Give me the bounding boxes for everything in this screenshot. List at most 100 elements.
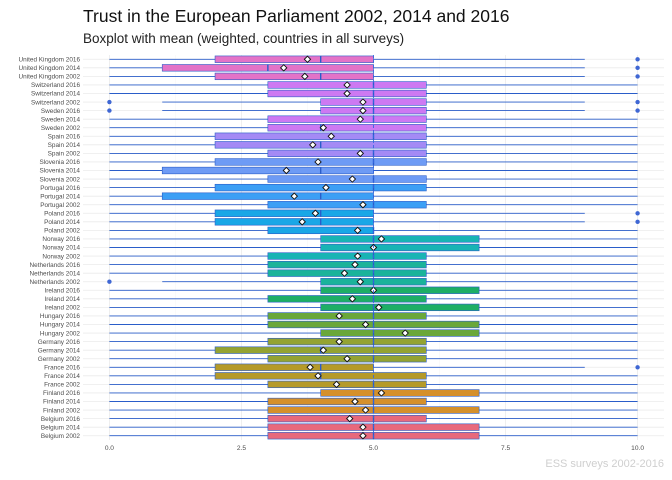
y-tick-label: Netherlands 2016 <box>30 262 81 269</box>
mean-marker <box>319 123 328 132</box>
box <box>214 55 374 63</box>
y-tick-label: Spain 2002 <box>48 151 81 158</box>
box <box>267 397 427 406</box>
box <box>320 329 480 337</box>
outlier-point <box>635 99 640 105</box>
outlier-point <box>635 219 640 225</box>
outlier-point <box>107 279 112 284</box>
mean-marker <box>356 115 365 123</box>
box <box>161 192 374 200</box>
outlier-point <box>635 108 640 113</box>
mean-marker <box>356 149 365 158</box>
y-tick-label: Belgium 2014 <box>41 424 81 431</box>
outlier-point <box>635 57 640 62</box>
box <box>320 303 480 312</box>
mean-marker <box>282 166 291 175</box>
y-tick-label: France 2016 <box>44 364 80 371</box>
box <box>267 124 427 132</box>
y-tick-label: Ireland 2002 <box>44 305 80 312</box>
mean-marker <box>401 329 409 337</box>
y-tick-label: Poland 2002 <box>44 228 80 235</box>
y-tick-label: Poland 2014 <box>44 219 80 226</box>
y-tick-label: Slovenia 2002 <box>39 176 80 183</box>
y-tick-label: Ireland 2016 <box>44 287 80 294</box>
y-tick-label: Belgium 2002 <box>41 433 81 440</box>
x-tick-label: 10.0 <box>631 445 644 452</box>
box <box>267 252 427 260</box>
outlier-point <box>635 211 640 216</box>
mean-marker <box>348 175 357 183</box>
box <box>320 286 480 294</box>
box <box>267 260 427 269</box>
box <box>267 115 427 123</box>
y-tick-label: France 2002 <box>44 382 80 389</box>
mean-marker <box>340 269 349 277</box>
mean-marker <box>359 431 367 440</box>
mean-marker <box>359 200 367 209</box>
box <box>214 132 427 140</box>
mean-marker <box>359 98 367 106</box>
box <box>320 389 480 397</box>
y-tick-label: Sweden 2014 <box>41 116 81 123</box>
outlier-point <box>635 74 640 79</box>
mean-marker <box>335 337 343 346</box>
y-tick-label: United Kingdom 2002 <box>19 74 81 81</box>
mean-marker <box>351 397 359 406</box>
mean-marker <box>356 277 365 286</box>
mean-marker <box>343 81 351 89</box>
y-tick-label: France 2014 <box>44 373 80 380</box>
mean-marker <box>279 64 288 72</box>
box <box>214 183 427 192</box>
outlier-point <box>635 365 640 370</box>
mean-marker <box>377 389 386 397</box>
y-tick-label: Finland 2014 <box>43 399 80 406</box>
mean-marker <box>375 303 383 312</box>
mean-marker <box>298 218 306 226</box>
mean-marker <box>303 55 312 64</box>
box <box>267 337 427 346</box>
y-tick-label: Slovenia 2014 <box>39 168 80 175</box>
mean-marker <box>377 235 386 243</box>
mean-marker <box>359 106 367 115</box>
y-tick-label: Germany 2016 <box>38 339 81 346</box>
box <box>214 72 374 81</box>
y-tick-label: Germany 2014 <box>38 347 81 354</box>
mean-marker <box>311 209 320 218</box>
y-tick-label: Portugal 2016 <box>40 185 80 192</box>
y-tick-label: Norway 2002 <box>42 253 80 260</box>
mean-marker <box>335 312 343 320</box>
mean-marker <box>351 260 359 269</box>
mean-marker <box>359 423 367 431</box>
mean-marker <box>322 183 330 192</box>
mean-marker <box>290 192 299 200</box>
mean-marker <box>314 372 322 380</box>
y-tick-label: Hungary 2016 <box>40 313 81 320</box>
mean-marker <box>361 320 370 329</box>
y-tick-label: Switzerland 2002 <box>31 99 80 106</box>
outlier-point <box>107 108 112 113</box>
y-tick-label: Sweden 2016 <box>41 108 81 115</box>
y-tick-label: Germany 2002 <box>38 356 81 363</box>
y-tick-label: Finland 2002 <box>43 407 80 414</box>
box <box>267 295 427 303</box>
box <box>161 166 374 175</box>
y-tick-label: Portugal 2014 <box>40 193 80 200</box>
y-tick-label: Hungary 2014 <box>40 322 81 329</box>
y-tick-label: Slovenia 2016 <box>39 159 80 166</box>
box <box>320 243 480 252</box>
y-tick-label: Norway 2014 <box>42 245 80 252</box>
chart-title: Trust in the European Parliament 2002, 2… <box>83 6 510 26</box>
box <box>320 235 480 243</box>
box <box>267 380 427 389</box>
chart-caption: ESS surveys 2002-2016 <box>545 458 664 470</box>
outlier-point <box>107 99 112 105</box>
y-tick-label: Sweden 2002 <box>41 125 81 132</box>
mean-marker <box>353 252 362 260</box>
y-tick-label: Switzerland 2016 <box>31 82 80 89</box>
mean-marker <box>327 132 335 141</box>
y-tick-label: Switzerland 2014 <box>31 91 80 98</box>
box <box>214 209 374 217</box>
mean-marker <box>332 380 341 389</box>
mean-marker <box>361 406 370 414</box>
